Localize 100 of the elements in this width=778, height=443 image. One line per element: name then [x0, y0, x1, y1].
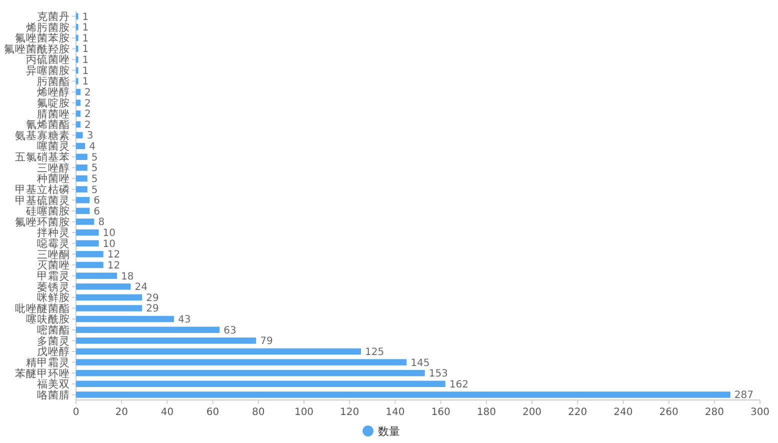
bar — [76, 380, 446, 388]
y-tick-label: 戊唑醇 — [37, 345, 70, 358]
y-tick-label: 氟唑菌苯胺 — [15, 32, 70, 45]
data-label: 6 — [94, 196, 100, 207]
data-label: 4 — [89, 142, 96, 153]
y-tick-label: 噻菌灵 — [37, 140, 70, 153]
y-tick-label: 嘧菌酯 — [37, 324, 70, 337]
x-tick-label: 0 — [72, 407, 80, 418]
data-label: 12 — [107, 250, 120, 261]
bar — [76, 186, 88, 192]
y-tick-label: 萎锈灵 — [37, 280, 70, 294]
data-label: 5 — [91, 184, 98, 196]
y-tick-label: 噁霉灵 — [37, 238, 70, 250]
bar — [76, 88, 81, 96]
bar — [76, 229, 99, 236]
bar — [76, 326, 220, 333]
data-label: 1 — [82, 12, 89, 23]
y-tick-label: 氰烯菌酯 — [26, 118, 70, 132]
y-tick-label: 腈菌唑 — [37, 107, 70, 120]
data-label: 10 — [102, 228, 116, 240]
data-label: 3 — [86, 130, 94, 142]
bar — [76, 305, 142, 312]
y-tick-label: 氟唑环菌胺 — [15, 215, 70, 228]
data-label: 1 — [82, 44, 89, 56]
data-label: 2 — [84, 87, 91, 98]
bar — [76, 272, 118, 279]
x-tick-label: 20 — [115, 407, 128, 418]
x-tick-label: 280 — [704, 407, 724, 418]
x-tick-label: 220 — [568, 407, 588, 418]
y-tick-label: 甲基立枯磷 — [15, 182, 70, 196]
bar — [76, 164, 88, 171]
y-tick-label: 克菌丹 — [37, 10, 70, 23]
bar — [76, 218, 94, 225]
y-tick-label: 异噻菌胺 — [26, 64, 70, 78]
x-tick-label: 300 — [750, 407, 770, 418]
bar — [76, 196, 90, 204]
y-tick-label: 丙硫菌唑 — [26, 53, 70, 66]
x-tick-label: 140 — [386, 407, 405, 418]
bar — [76, 251, 104, 258]
y-tick-label: 咪鲜胺 — [37, 291, 70, 304]
data-label: 2 — [84, 109, 91, 120]
y-tick-label: 甲基硫菌灵 — [15, 194, 70, 207]
bar — [76, 359, 407, 366]
bar — [76, 370, 425, 376]
x-tick-label: 180 — [476, 407, 496, 418]
data-label: 29 — [146, 292, 159, 304]
y-tick-label: 氨基寡糖素 — [15, 128, 70, 142]
data-label: 79 — [260, 336, 273, 348]
y-tick-label: 灭菌唑 — [37, 258, 70, 272]
y-tick-label: 烯肟菌胺 — [26, 20, 70, 34]
y-tick-label: 三唑酮 — [37, 248, 70, 261]
data-label: 6 — [94, 206, 100, 218]
data-label: 63 — [224, 325, 236, 336]
bar — [76, 142, 86, 150]
data-label: 5 — [91, 163, 98, 174]
bar — [76, 100, 81, 106]
y-tick-label: 三唑醇 — [37, 161, 70, 174]
y-tick-label: 多菌灵 — [37, 334, 70, 348]
x-tick-label: 80 — [252, 407, 265, 418]
data-label: 1 — [82, 22, 89, 34]
data-label: 287 — [734, 390, 754, 402]
bar — [76, 348, 361, 355]
bar — [76, 208, 90, 214]
data-label: 1 — [82, 66, 89, 77]
bar — [76, 175, 88, 182]
x-tick-label: 40 — [160, 407, 174, 418]
x-tick-label: 100 — [294, 407, 314, 418]
bar — [76, 283, 131, 290]
data-label: 1 — [82, 33, 89, 44]
bar — [76, 154, 88, 160]
bar — [76, 294, 142, 301]
y-tick-label: 烯唑醇 — [37, 86, 70, 99]
bar — [76, 316, 174, 322]
y-tick-label: 吡唑醚菌酯 — [15, 302, 70, 315]
bar — [76, 110, 81, 117]
data-label: 5 — [91, 152, 98, 164]
x-tick-label: 120 — [340, 407, 360, 418]
data-label: 18 — [121, 271, 134, 282]
x-tick-label: 160 — [431, 407, 450, 418]
data-label: 125 — [365, 346, 384, 358]
bar — [76, 240, 99, 246]
y-tick-label: 种菌唑 — [37, 172, 70, 186]
x-tick-label: 240 — [614, 407, 633, 418]
data-label: 153 — [428, 368, 448, 380]
data-label: 29 — [146, 304, 159, 315]
bar — [76, 338, 256, 344]
y-tick-label: 噻呋酰胺 — [26, 312, 70, 326]
y-tick-label: 氟唑菌酰羟胺 — [4, 42, 70, 56]
data-label: 24 — [134, 282, 148, 294]
data-label: 10 — [102, 238, 116, 250]
data-label: 5 — [91, 174, 98, 185]
legend-label: 数量 — [378, 424, 400, 438]
y-tick-label: 五氯硝基苯 — [15, 150, 70, 164]
y-tick-label: 硅噻菌胺 — [25, 204, 70, 218]
data-label: 145 — [410, 358, 430, 369]
data-label: 162 — [449, 379, 468, 390]
y-tick-label: 氟啶胺 — [37, 96, 70, 110]
data-label: 1 — [82, 55, 89, 66]
data-label: 2 — [84, 98, 91, 110]
x-tick-label: 260 — [659, 407, 678, 418]
